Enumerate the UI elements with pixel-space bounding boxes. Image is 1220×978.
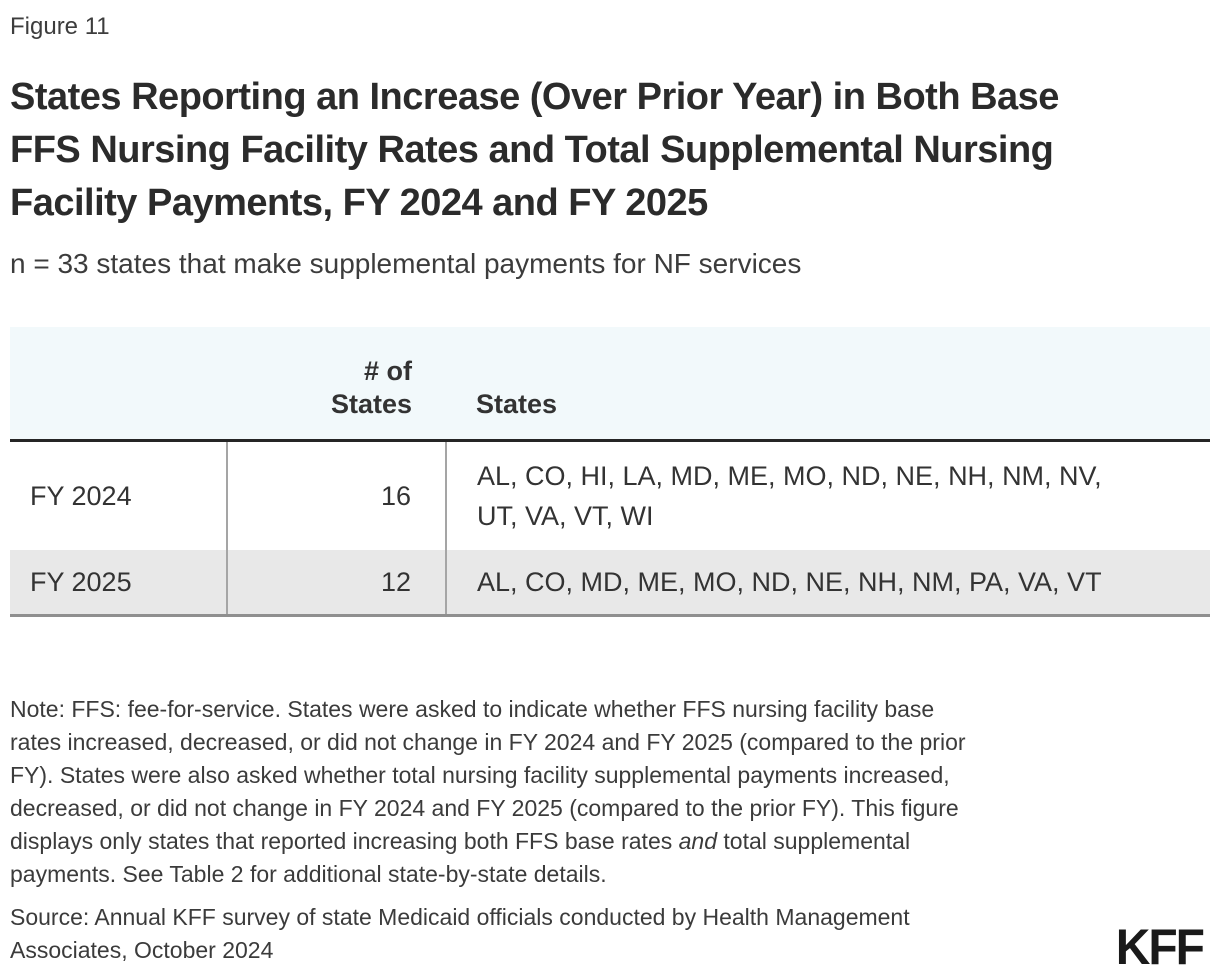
note-line: rates increased, decreased, or did not c… — [10, 729, 966, 755]
row-count: 16 — [226, 440, 446, 550]
row-label: FY 2025 — [10, 550, 227, 616]
states-line: AL, CO, HI, LA, MD, ME, MO, ND, NE, NH, … — [477, 461, 1102, 491]
states-data-table: # of States States FY 2024 16 AL, CO, HI… — [10, 327, 1210, 617]
row-label: FY 2024 — [10, 440, 227, 550]
header-cell-number-of-states: # of States — [227, 327, 446, 442]
states-line: AL, CO, MD, ME, MO, ND, NE, NH, NM, PA, … — [477, 567, 1102, 597]
figure-source: Source: Annual KFF survey of state Medic… — [10, 901, 1210, 967]
figure-note: Note: FFS: fee-for-service. States were … — [10, 693, 1210, 891]
figure-title-line: Facility Payments, FY 2024 and FY 2025 — [10, 182, 708, 224]
source-line: Source: Annual KFF survey of state Medic… — [10, 904, 910, 930]
figure-subtitle: n = 33 states that make supplemental pay… — [10, 248, 802, 279]
note-line: decreased, or did not change in FY 2024 … — [10, 795, 959, 821]
source-line: Associates, October 2024 — [10, 937, 274, 963]
note-line: FY). States were also asked whether tota… — [10, 762, 950, 788]
table-header-row: # of States States — [10, 327, 1210, 442]
table-row-fy2025: FY 2025 12 AL, CO, MD, ME, MO, ND, NE, N… — [10, 550, 1210, 616]
row-count: 12 — [226, 550, 446, 616]
note-line: Note: FFS: fee-for-service. States were … — [10, 696, 935, 722]
table-body: FY 2024 16 AL, CO, HI, LA, MD, ME, MO, N… — [10, 440, 1210, 616]
note-text-italic: and — [678, 828, 718, 854]
figure-page: Figure 11 States Reporting an Increase (… — [10, 0, 1210, 967]
states-line: UT, VA, VT, WI — [477, 501, 654, 531]
header-cell-empty — [10, 327, 227, 442]
figure-number-label: Figure 11 — [10, 13, 110, 40]
header-cell-states: States — [446, 327, 1210, 442]
figure-title-line: States Reporting an Increase (Over Prior… — [10, 76, 1059, 118]
figure-title-line: FFS Nursing Facility Rates and Total Sup… — [10, 129, 1054, 171]
kff-logo: KFF — [1115, 919, 1205, 976]
table-row-fy2024: FY 2024 16 AL, CO, HI, LA, MD, ME, MO, N… — [10, 440, 1210, 550]
row-states-list: AL, CO, HI, LA, MD, ME, MO, ND, NE, NH, … — [445, 440, 1210, 550]
table-header: # of States States — [10, 327, 1210, 442]
note-text: displays only states that reported incre… — [10, 828, 679, 854]
row-states-list: AL, CO, MD, ME, MO, ND, NE, NH, NM, PA, … — [445, 550, 1210, 616]
note-line: payments. See Table 2 for additional sta… — [10, 861, 607, 887]
note-line: displays only states that reported incre… — [10, 825, 1210, 858]
figure-title: States Reporting an Increase (Over Prior… — [10, 71, 1210, 230]
note-text: total supplemental — [717, 828, 911, 854]
